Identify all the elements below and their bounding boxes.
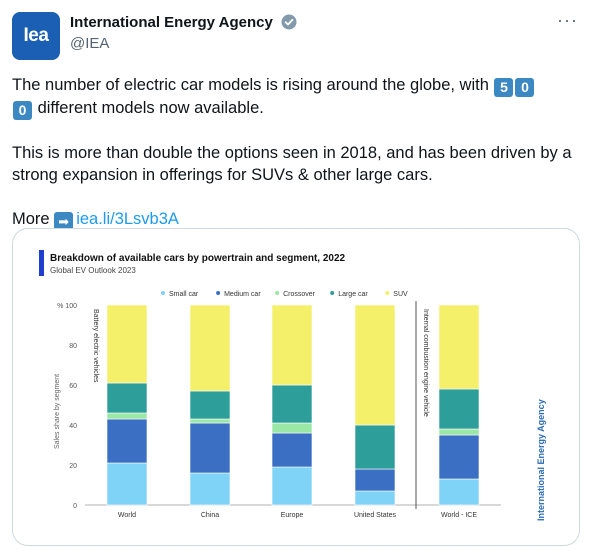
bar-segment — [354, 304, 396, 426]
legend-marker — [216, 291, 221, 295]
stacked-bar-chart: Breakdown of available cars by powertrai… — [39, 250, 546, 521]
verified-badge-icon — [281, 14, 297, 30]
bar-segment — [189, 390, 231, 420]
tweet-text: The number of electric car models is ris… — [12, 74, 580, 253]
bar-segment — [354, 424, 396, 470]
more-options-icon[interactable]: ··· — [557, 10, 578, 30]
right-arrow-icon: ➡ — [54, 212, 74, 231]
bar-segment — [271, 466, 313, 506]
tweet-paragraph-1: The number of electric car models is ris… — [12, 74, 580, 120]
x-tick-label: World - ICE — [441, 512, 477, 519]
tweet-header: Iea International Energy Agency @IEA ··· — [12, 8, 580, 60]
keycap-digit: 0 — [13, 101, 32, 120]
y-tick-label: 80 — [69, 343, 77, 350]
legend-label: Crossover — [283, 291, 316, 298]
legend-marker — [385, 291, 390, 295]
bar-segment — [106, 412, 148, 420]
bar-segment — [438, 478, 480, 506]
x-tick-label: United States — [354, 512, 397, 519]
text-segment: The number of electric car models is ris… — [12, 76, 494, 94]
x-tick-label: World — [118, 512, 136, 519]
legend-label: Large car — [338, 291, 368, 298]
bar-segment — [106, 462, 148, 506]
legend: Small car Medium car Crossover Large car SUV — [161, 291, 408, 298]
chart-subtitle: Global EV Outlook 2023 — [50, 266, 136, 275]
more-text: More — [12, 210, 50, 228]
bars-group — [106, 304, 480, 506]
bar-segment — [189, 422, 231, 474]
legend-label: SUV — [393, 291, 408, 298]
bar-segment — [189, 418, 231, 424]
bar-segment — [271, 384, 313, 424]
text-segment: different models now available. — [33, 99, 264, 117]
bar-segment — [189, 472, 231, 506]
bar-segment — [271, 304, 313, 386]
author-name-text: International Energy Agency — [70, 14, 273, 31]
bar-segment — [189, 304, 231, 392]
chart-title: Breakdown of available cars by powertrai… — [50, 253, 346, 264]
y-tick-label: 20 — [69, 463, 77, 470]
author-name[interactable]: International Energy Agency — [70, 14, 297, 31]
y-tick-label: % 100 — [57, 303, 77, 310]
x-tick-label: Europe — [281, 512, 304, 519]
x-axis-labels: World China Europe United States World - ICE — [118, 512, 477, 519]
legend-label: Small car — [169, 291, 199, 298]
group-label-bev: Battery electric vehicles — [92, 309, 99, 383]
tweet-paragraph-3: More ➡ iea.li/3Lsvb3A — [12, 208, 580, 231]
bar-segment — [438, 388, 480, 430]
legend-marker — [330, 291, 335, 295]
bar-segment — [106, 382, 148, 414]
avatar[interactable]: Iea — [12, 12, 60, 60]
iea-watermark: International Energy Agency — [536, 399, 546, 521]
tweet-link[interactable]: iea.li/3Lsvb3A — [76, 210, 179, 228]
chart-image-card[interactable]: Breakdown of available cars by powertrai… — [12, 228, 580, 546]
bar-segment — [271, 422, 313, 434]
y-tick-label: 40 — [69, 423, 77, 430]
legend-label: Medium car — [224, 291, 261, 298]
keycap-digit: 5 — [494, 78, 514, 97]
tweet-paragraph-2: This is more than double the options see… — [12, 144, 572, 184]
y-tick-label: 60 — [69, 383, 77, 390]
x-tick-label: China — [201, 512, 219, 519]
avatar-logo-text: Iea — [23, 25, 49, 46]
y-axis-label: Sales share by segment — [54, 374, 61, 449]
legend-marker — [161, 291, 165, 295]
bar-segment — [354, 490, 396, 506]
bar-segment — [438, 304, 480, 390]
author-handle[interactable]: @IEA — [70, 35, 110, 52]
y-tick-label: 0 — [73, 503, 77, 510]
group-label-ice: Internal combustion engine vehicle — [422, 309, 429, 417]
title-accent-bar — [39, 250, 44, 276]
bar-segment — [354, 468, 396, 492]
bar-segment — [438, 434, 480, 480]
keycap-digit: 0 — [515, 78, 535, 97]
bar-segment — [106, 418, 148, 464]
bar-segment — [271, 432, 313, 468]
bar-segment — [438, 428, 480, 436]
legend-marker — [275, 291, 280, 295]
bar-segment — [106, 304, 148, 384]
